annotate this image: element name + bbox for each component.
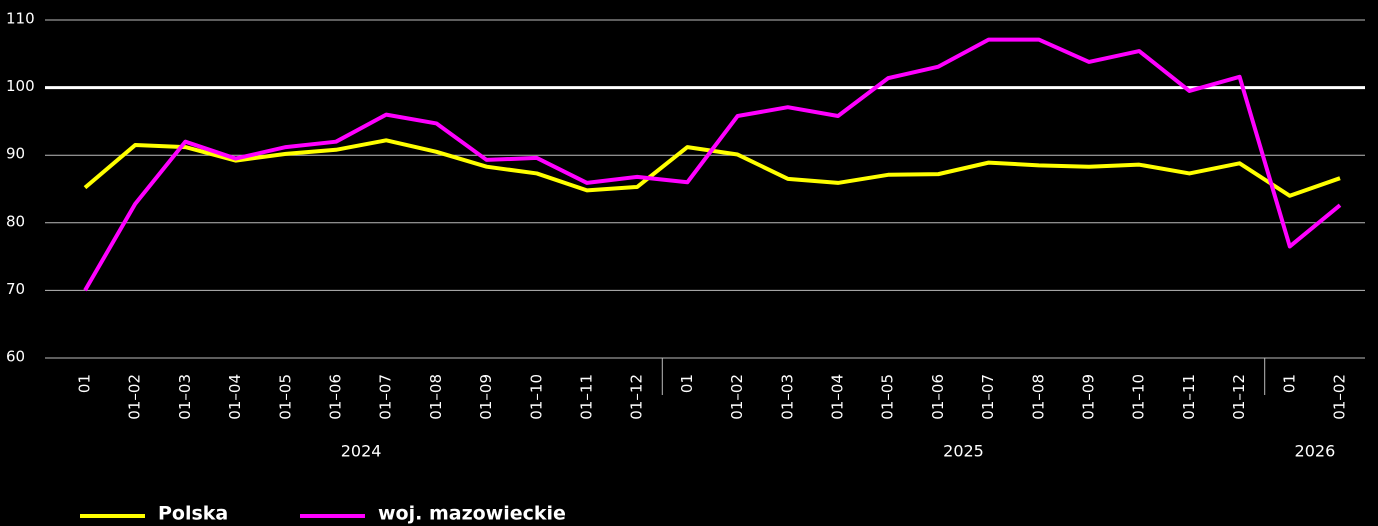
x-tick-label: 01–04	[226, 374, 244, 420]
x-tick-label: 01–07	[377, 374, 395, 420]
x-tick-label: 01–09	[477, 374, 495, 420]
x-tick-label: 01–04	[829, 374, 847, 420]
x-tick-label: 01–10	[1130, 374, 1148, 420]
y-tick-label: 100	[6, 77, 35, 95]
y-tick-label: 60	[6, 348, 25, 366]
group-label: 2025	[943, 442, 984, 461]
x-tick-label: 01–11	[1180, 374, 1198, 420]
x-tick-label: 01–03	[778, 374, 796, 420]
x-tick-label: 01–07	[979, 374, 997, 420]
x-tick-label: 01	[76, 374, 94, 393]
group-label: 2026	[1295, 442, 1336, 461]
group-label: 2024	[341, 442, 382, 461]
x-tick-label: 01–10	[527, 374, 545, 420]
y-tick-label: 90	[6, 145, 25, 163]
x-tick-label: 01–05	[276, 374, 294, 420]
legend-label: woj. mazowieckie	[378, 503, 566, 525]
x-tick-label: 01–08	[1029, 374, 1047, 420]
y-tick-label: 80	[6, 212, 25, 230]
x-tick-label: 01–12	[628, 374, 646, 420]
x-tick-label: 01–12	[1230, 374, 1248, 420]
x-tick-label: 01–09	[1080, 374, 1098, 420]
x-tick-label: 01–05	[879, 374, 897, 420]
y-tick-label: 110	[6, 10, 35, 28]
x-tick-label: 01–02	[1331, 374, 1349, 420]
x-tick-label: 01	[678, 374, 696, 393]
x-tick-label: 01–02	[126, 374, 144, 420]
x-tick-label: 01–08	[427, 374, 445, 420]
x-tick-label: 01–11	[578, 374, 596, 420]
series-line	[83, 37, 1342, 292]
x-tick-label: 01–06	[929, 374, 947, 420]
y-tick-label: 70	[6, 280, 25, 298]
x-tick-label: 01–03	[176, 374, 194, 420]
legend-label: Polska	[158, 503, 228, 525]
x-tick-label: 01	[1280, 374, 1298, 393]
x-tick-label: 01–06	[327, 374, 345, 420]
x-tick-label: 01–02	[728, 374, 746, 420]
